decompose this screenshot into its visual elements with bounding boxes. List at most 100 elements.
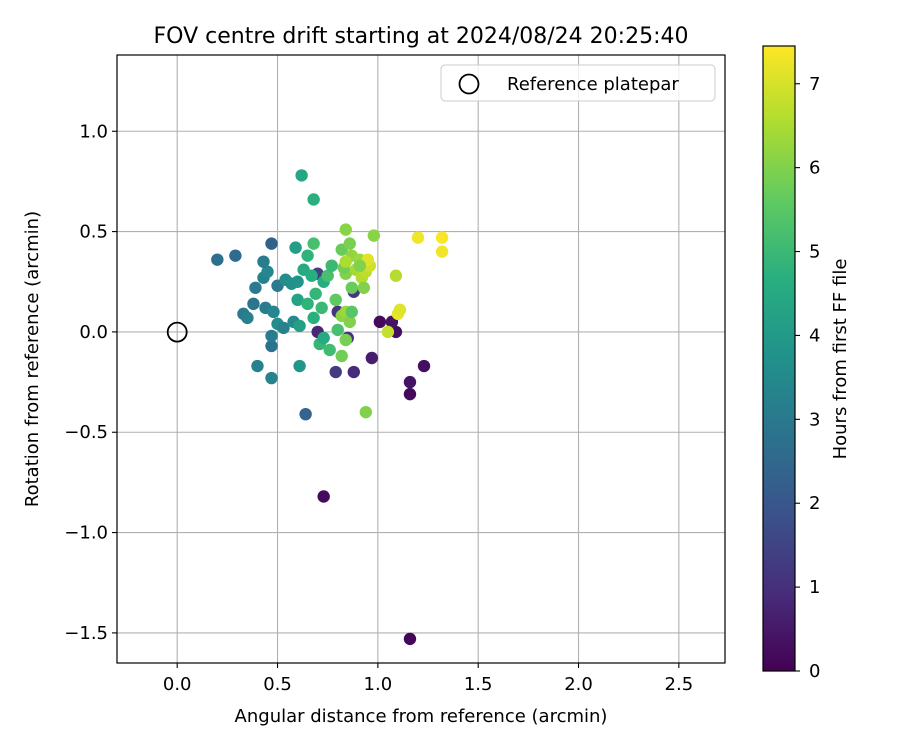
- data-point: [323, 343, 336, 357]
- data-point: [267, 305, 280, 319]
- colorbar-tick-label: 2: [809, 493, 820, 514]
- y-axis-ticks: 1.0 0.5 0.0 −0.5 −1.0 −1.5: [64, 121, 117, 644]
- data-point: [257, 255, 270, 268]
- data-point: [277, 321, 290, 335]
- reference-platepar-marker: [166, 321, 188, 343]
- data-point: [289, 241, 302, 254]
- y-tick-label: 0.0: [79, 322, 108, 343]
- data-point: [417, 359, 431, 373]
- data-point: [317, 490, 330, 503]
- x-axis-ticks: 0.0 0.5 1.0 1.5 2.0 2.5: [163, 663, 693, 695]
- data-point: [261, 265, 274, 278]
- colorbar-tick-label: 0: [809, 661, 820, 682]
- colorbar-tick-label: 5: [809, 242, 820, 263]
- data-point: [331, 323, 344, 337]
- data-point: [241, 311, 254, 325]
- x-tick-label: 0.5: [263, 674, 292, 695]
- data-point: [339, 223, 352, 236]
- data-point: [389, 269, 403, 282]
- x-tick-label: 2.5: [665, 674, 694, 695]
- data-point: [251, 359, 264, 373]
- legend-box: [440, 64, 716, 102]
- legend-reference-marker: [458, 73, 480, 95]
- data-point: [329, 365, 342, 379]
- data-point: [301, 297, 314, 311]
- data-point: [249, 281, 262, 294]
- data-point: [335, 349, 348, 363]
- colorbar-tick-label: 7: [809, 74, 820, 95]
- data-point: [411, 231, 425, 244]
- data-point: [403, 632, 417, 646]
- colorbar-tick-label: 6: [809, 158, 820, 179]
- colorbar-tick-label: 1: [809, 577, 820, 598]
- data-point: [357, 281, 371, 294]
- data-point: [347, 365, 360, 379]
- data-point: [329, 293, 342, 307]
- data-point: [291, 293, 304, 307]
- data-point: [381, 325, 395, 339]
- data-point: [435, 231, 449, 244]
- data-point: [301, 249, 314, 262]
- data-point: [307, 311, 320, 325]
- y-axis-label: Rotation from reference (arcmin): [22, 211, 43, 507]
- data-point: [305, 269, 318, 282]
- data-point: [291, 275, 304, 288]
- data-point: [403, 375, 417, 389]
- x-tick-label: 1.5: [464, 674, 493, 695]
- data-points: [211, 169, 449, 646]
- data-point: [229, 249, 242, 262]
- y-tick-label: −1.5: [64, 623, 108, 644]
- data-point: [315, 301, 328, 315]
- data-point: [345, 305, 358, 319]
- colorbar-ticks: 0 1 2 3 4 5 6 7: [795, 74, 820, 682]
- data-point: [353, 259, 366, 272]
- data-point: [309, 287, 322, 300]
- legend: Reference platepar: [440, 64, 716, 102]
- data-point: [265, 329, 278, 343]
- data-point: [307, 237, 320, 250]
- data-point: [367, 229, 381, 242]
- data-point: [339, 333, 352, 347]
- data-point: [359, 405, 373, 419]
- data-point: [325, 259, 338, 272]
- data-point: [265, 339, 278, 353]
- data-point: [299, 407, 312, 421]
- data-point: [265, 371, 278, 385]
- gridlines: [117, 55, 725, 663]
- colorbar-gradient: [763, 46, 795, 671]
- colorbar-frame: [762, 45, 796, 672]
- data-point: [373, 315, 387, 329]
- data-point: [265, 237, 278, 250]
- x-tick-label: 1.0: [364, 674, 393, 695]
- data-point: [247, 297, 260, 311]
- colorbar: 0 1 2 3 4 5 6 7 Hours from first FF file: [762, 45, 851, 682]
- data-point: [343, 315, 356, 329]
- data-point: [345, 281, 358, 294]
- y-tick-label: 1.0: [79, 121, 108, 142]
- data-point: [403, 387, 417, 401]
- data-point: [343, 237, 356, 250]
- y-tick-label: −1.0: [64, 523, 108, 544]
- data-point: [295, 169, 308, 182]
- data-point: [339, 255, 352, 268]
- data-point: [365, 351, 379, 365]
- data-point: [293, 319, 306, 333]
- y-tick-label: 0.5: [79, 222, 108, 243]
- legend-label: Reference platepar: [507, 74, 679, 95]
- data-point: [293, 359, 306, 373]
- x-tick-label: 2.0: [564, 674, 593, 695]
- data-point: [307, 193, 320, 206]
- colorbar-tick-label: 3: [809, 409, 820, 430]
- colorbar-label: Hours from first FF file: [830, 259, 851, 460]
- x-axis-label: Angular distance from reference (arcmin): [235, 706, 608, 727]
- plot-frame: [116, 54, 726, 664]
- colorbar-tick-label: 4: [809, 325, 820, 346]
- y-tick-label: −0.5: [64, 422, 108, 443]
- data-point: [435, 245, 449, 258]
- data-point: [321, 269, 334, 282]
- x-tick-label: 0.0: [163, 674, 192, 695]
- chart-title: FOV centre drift starting at 2024/08/24 …: [154, 24, 689, 49]
- data-point: [211, 253, 224, 266]
- data-point: [317, 331, 330, 345]
